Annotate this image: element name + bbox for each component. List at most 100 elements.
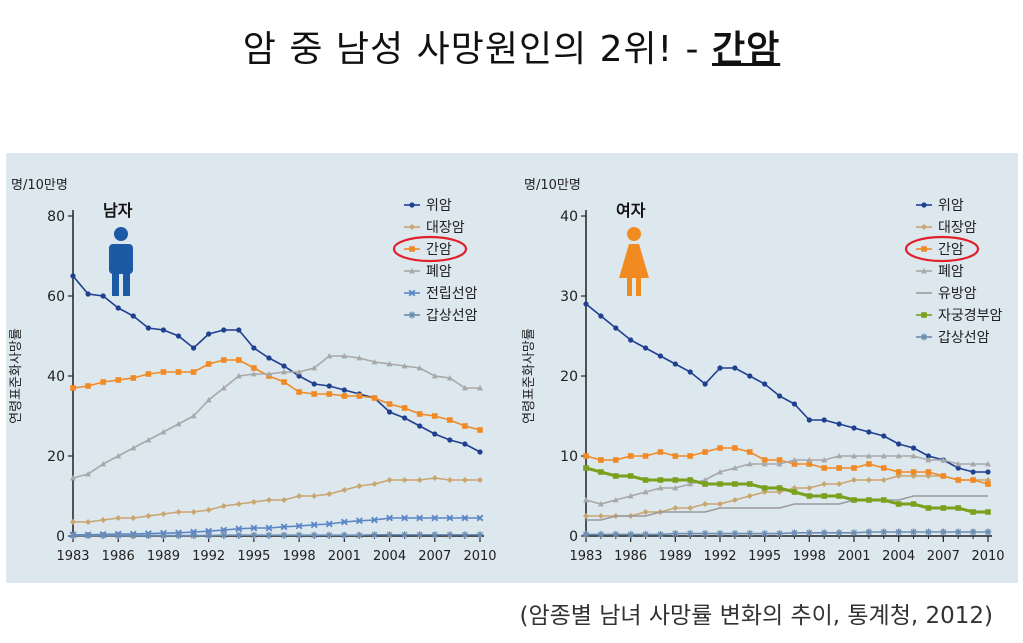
data-point xyxy=(985,509,991,515)
data-point xyxy=(250,531,258,539)
data-point xyxy=(746,461,753,467)
data-point xyxy=(671,530,679,538)
y-tick-label: 20 xyxy=(47,449,65,465)
data-point xyxy=(895,469,902,475)
figure-dress xyxy=(619,244,649,278)
series-폐암 xyxy=(583,453,991,507)
data-point xyxy=(850,529,858,537)
legend-label: 위암 xyxy=(938,198,964,214)
data-point xyxy=(145,325,151,331)
data-point xyxy=(85,471,92,477)
data-point xyxy=(416,477,423,483)
data-point xyxy=(462,441,468,447)
data-point xyxy=(583,465,589,471)
data-point xyxy=(955,505,962,511)
data-point xyxy=(326,353,333,359)
unit-label: 명/10만명 xyxy=(524,178,581,193)
data-point xyxy=(746,530,754,538)
data-point xyxy=(295,522,303,530)
data-point xyxy=(657,353,664,359)
data-point xyxy=(235,501,242,507)
legend-swatch-marker xyxy=(921,246,927,252)
data-point xyxy=(355,531,363,539)
data-point xyxy=(880,497,887,503)
data-point xyxy=(582,530,590,538)
data-point xyxy=(431,531,439,539)
data-point xyxy=(446,375,453,381)
y-tick-label: 10 xyxy=(560,449,578,465)
data-point xyxy=(612,497,619,503)
series-갑상선암 xyxy=(69,531,484,540)
data-point xyxy=(206,331,212,337)
data-point xyxy=(821,493,828,499)
data-point xyxy=(597,501,604,507)
data-point xyxy=(220,503,227,509)
legend-label: 자궁경부암 xyxy=(938,308,1003,324)
data-point xyxy=(940,457,947,463)
data-point xyxy=(895,528,903,536)
data-point xyxy=(820,529,828,537)
data-point xyxy=(356,393,363,399)
data-point xyxy=(821,465,828,471)
data-point xyxy=(160,327,167,333)
legend-swatch-marker xyxy=(921,268,927,274)
data-point xyxy=(672,485,679,491)
series-자궁경부암 xyxy=(583,465,991,515)
data-point xyxy=(955,465,961,471)
data-point xyxy=(984,528,992,536)
figure-leg-right xyxy=(636,278,641,296)
data-point xyxy=(100,379,106,385)
data-point xyxy=(416,531,424,539)
data-point xyxy=(910,528,918,536)
x-tick-label: 2001 xyxy=(328,549,361,564)
data-point xyxy=(836,493,842,499)
data-point xyxy=(145,437,152,443)
data-point xyxy=(175,333,182,339)
data-point xyxy=(447,437,453,443)
data-point xyxy=(790,529,798,537)
x-tick-label: 1983 xyxy=(569,549,602,564)
x-tick-label: 2001 xyxy=(837,549,870,564)
data-point xyxy=(461,477,468,483)
data-point xyxy=(583,513,589,519)
data-point xyxy=(717,445,723,451)
data-point xyxy=(865,453,872,459)
data-point xyxy=(175,509,182,515)
legend-label: 대장암 xyxy=(426,220,465,236)
data-point xyxy=(925,453,932,459)
data-point xyxy=(687,453,694,459)
x-tick-label: 1986 xyxy=(102,549,135,564)
highlight-circle xyxy=(392,235,468,263)
data-point xyxy=(880,465,887,471)
data-point xyxy=(115,515,122,521)
data-point xyxy=(627,493,634,499)
data-point xyxy=(761,530,769,538)
data-point xyxy=(401,405,408,411)
data-point xyxy=(386,361,393,367)
data-point xyxy=(100,461,107,467)
data-point xyxy=(672,505,679,511)
data-point xyxy=(612,457,619,463)
data-point xyxy=(114,532,122,540)
legend-swatch-marker xyxy=(921,312,927,318)
legend-label: 갑상선암 xyxy=(938,330,990,346)
data-point xyxy=(776,457,783,463)
data-point xyxy=(805,529,813,537)
data-point xyxy=(910,453,917,459)
x-tick-label: 2007 xyxy=(927,549,960,564)
legend-label: 폐암 xyxy=(426,264,452,280)
data-point xyxy=(356,355,363,361)
y-tick-label: 40 xyxy=(47,369,65,385)
data-point xyxy=(702,501,709,507)
data-point xyxy=(851,453,857,459)
legend-swatch-marker xyxy=(408,289,416,297)
figure-head xyxy=(114,227,128,241)
data-point xyxy=(145,371,152,377)
data-point xyxy=(477,477,483,483)
data-point xyxy=(371,516,378,524)
title-prefix: 암 중 남성 사망원인의 2위! - xyxy=(242,29,712,70)
data-point xyxy=(205,397,212,403)
data-point xyxy=(100,517,107,523)
data-point xyxy=(432,431,438,437)
